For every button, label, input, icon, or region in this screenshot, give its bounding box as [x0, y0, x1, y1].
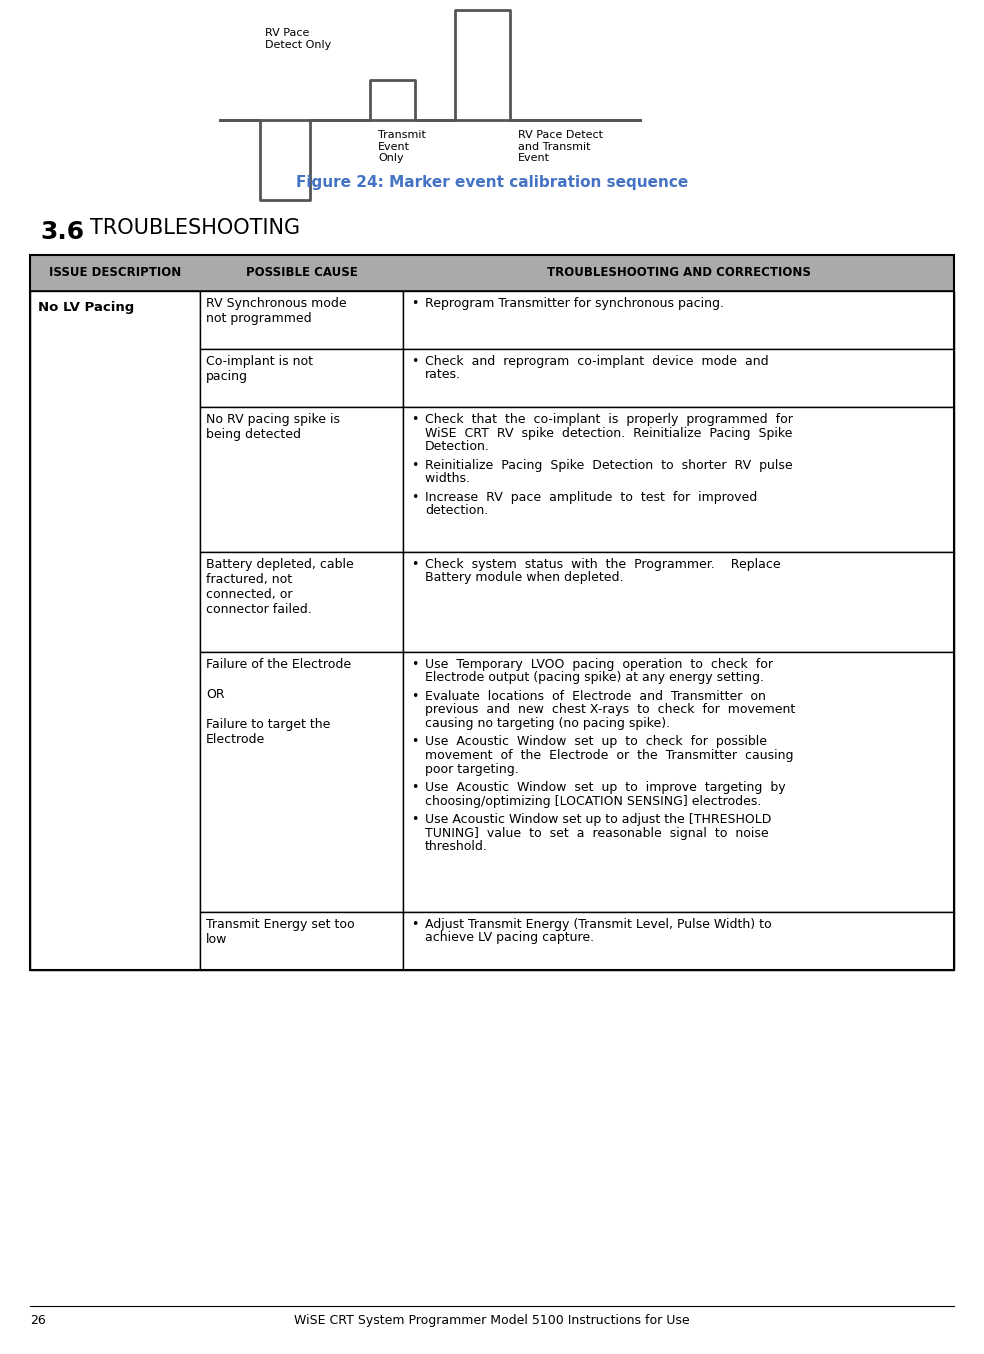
Bar [200, 653, 403, 913]
Bar [403, 291, 954, 349]
Text: threshold.: threshold. [425, 839, 488, 853]
Bar [200, 408, 403, 552]
Text: Battery module when depleted.: Battery module when depleted. [425, 571, 628, 585]
Text: Use Acoustic Window set up to adjust the [THRESHOLD: Use Acoustic Window set up to adjust the… [425, 812, 771, 826]
Text: RV Pace Detect
and Transmit
Event: RV Pace Detect and Transmit Event [518, 130, 603, 164]
Text: Figure 24: Marker event calibration sequence: Figure 24: Marker event calibration sequ… [296, 175, 688, 190]
Text: poor targeting.: poor targeting. [425, 762, 523, 776]
Text: Check  system  status  with  the  Programmer.    Replace: Check system status with the Programmer.… [425, 558, 780, 571]
Text: Use  Acoustic  Window  set  up  to  improve  targeting  by: Use Acoustic Window set up to improve ta… [425, 781, 785, 793]
Text: TUNING]  value  to  set  a  reasonable  signal  to  noise: TUNING] value to set a reasonable signal… [425, 826, 769, 839]
Bar [200, 913, 403, 969]
Text: Co-implant is not
pacing: Co-implant is not pacing [206, 355, 313, 383]
Text: •: • [411, 735, 418, 749]
Text: achieve LV pacing capture.: achieve LV pacing capture. [425, 932, 594, 945]
Text: RV Synchronous mode
not programmed: RV Synchronous mode not programmed [206, 297, 346, 325]
Bar [403, 913, 954, 969]
Text: TROUBLESHOOTING: TROUBLESHOOTING [90, 218, 300, 238]
Text: Evaluate  locations  of  Electrode  and  Transmitter  on: Evaluate locations of Electrode and Tran… [425, 691, 766, 703]
Text: •: • [411, 658, 418, 672]
Text: Check  that  the  co-implant  is  properly  programmed  for: Check that the co-implant is properly pr… [425, 413, 793, 427]
Text: Reinitialize  Pacing  Spike  Detection  to  shorter  RV  pulse: Reinitialize Pacing Spike Detection to s… [425, 459, 793, 471]
Text: •: • [411, 297, 418, 310]
Bar [30, 255, 954, 969]
Text: detection.: detection. [425, 504, 488, 517]
Bar [200, 349, 403, 408]
Text: 3.6: 3.6 [40, 219, 84, 244]
Bar [30, 255, 954, 291]
Text: •: • [411, 812, 418, 826]
Text: •: • [411, 413, 418, 427]
Text: WiSE  CRT  RV  spike  detection.  Reinitialize  Pacing  Spike: WiSE CRT RV spike detection. Reinitializ… [425, 427, 792, 440]
Text: rates.: rates. [425, 368, 461, 382]
Text: choosing/optimizing [LOCATION SENSING] electrodes.: choosing/optimizing [LOCATION SENSING] e… [425, 795, 762, 807]
Text: No RV pacing spike is
being detected: No RV pacing spike is being detected [206, 413, 340, 441]
Text: Reprogram Transmitter for synchronous pacing.: Reprogram Transmitter for synchronous pa… [425, 297, 724, 310]
Bar [403, 552, 954, 653]
Text: Adjust Transmit Energy (Transmit Level, Pulse Width) to: Adjust Transmit Energy (Transmit Level, … [425, 918, 771, 932]
Text: TROUBLESHOOTING AND CORRECTIONS: TROUBLESHOOTING AND CORRECTIONS [546, 267, 811, 279]
Bar [200, 552, 403, 653]
Text: Detection.: Detection. [425, 440, 490, 454]
Text: •: • [411, 691, 418, 703]
Text: Failure of the Electrode

OR

Failure to target the
Electrode: Failure of the Electrode OR Failure to t… [206, 658, 351, 746]
Text: •: • [411, 781, 418, 793]
Bar [30, 291, 200, 969]
Text: •: • [411, 490, 418, 504]
Text: Transmit
Event
Only: Transmit Event Only [378, 130, 426, 164]
Text: 26: 26 [30, 1313, 45, 1327]
Text: widths.: widths. [425, 473, 474, 485]
Text: RV Pace
Detect Only: RV Pace Detect Only [265, 28, 332, 50]
Text: POSSIBLE CAUSE: POSSIBLE CAUSE [246, 267, 357, 279]
Text: Use  Temporary  LVOO  pacing  operation  to  check  for: Use Temporary LVOO pacing operation to c… [425, 658, 773, 672]
Text: movement  of  the  Electrode  or  the  Transmitter  causing: movement of the Electrode or the Transmi… [425, 749, 793, 762]
Text: ISSUE DESCRIPTION: ISSUE DESCRIPTION [49, 267, 181, 279]
Text: causing no targeting (no pacing spike).: causing no targeting (no pacing spike). [425, 718, 674, 730]
Text: •: • [411, 355, 418, 368]
Text: Check  and  reprogram  co-implant  device  mode  and: Check and reprogram co-implant device mo… [425, 355, 769, 368]
Bar [403, 349, 954, 408]
Bar [200, 291, 403, 349]
Text: previous  and  new  chest X-rays  to  check  for  movement: previous and new chest X-rays to check f… [425, 704, 795, 716]
Text: Use  Acoustic  Window  set  up  to  check  for  possible: Use Acoustic Window set up to check for … [425, 735, 767, 749]
Text: •: • [411, 459, 418, 471]
Bar [403, 653, 954, 913]
Text: Electrode output (pacing spike) at any energy setting.: Electrode output (pacing spike) at any e… [425, 672, 764, 685]
Text: •: • [411, 558, 418, 571]
Text: No LV Pacing: No LV Pacing [38, 301, 134, 314]
Text: Increase  RV  pace  amplitude  to  test  for  improved: Increase RV pace amplitude to test for i… [425, 490, 758, 504]
Text: WiSE CRT System Programmer Model 5100 Instructions for Use: WiSE CRT System Programmer Model 5100 In… [294, 1313, 690, 1327]
Bar [403, 408, 954, 552]
Text: Battery depleted, cable
fractured, not
connected, or
connector failed.: Battery depleted, cable fractured, not c… [206, 558, 354, 616]
Text: Transmit Energy set too
low: Transmit Energy set too low [206, 918, 354, 946]
Text: •: • [411, 918, 418, 932]
